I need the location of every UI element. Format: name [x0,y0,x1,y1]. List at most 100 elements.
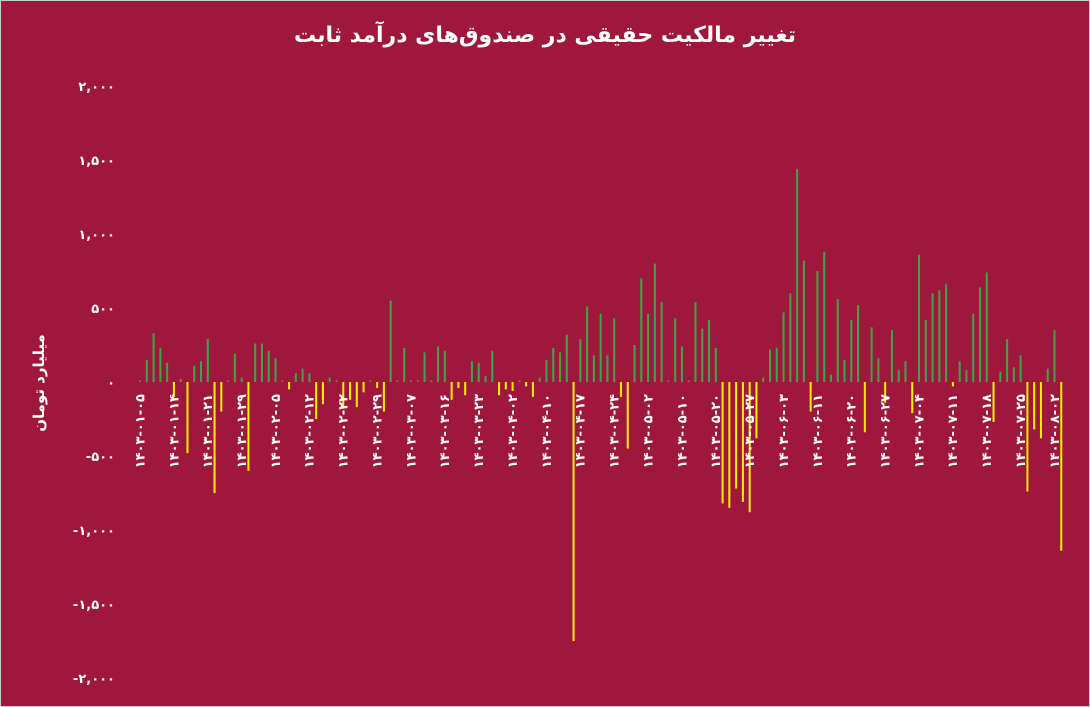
x-tick-label: ۱۴۰۳-۰۵-۲۰ [709,394,724,468]
bar [890,330,893,382]
bar [545,359,548,382]
bar [809,382,812,412]
y-tick-label: -۵۰۰ [86,450,115,465]
bar [687,380,690,382]
bar [199,361,203,382]
bar [1019,355,1022,382]
bar [423,352,426,382]
x-tick-label: ۱۴۰۳-۰۴-۱۰ [540,394,555,468]
bar [951,382,954,387]
bar [592,355,595,382]
bar [172,382,175,397]
bar [972,313,975,382]
bar [992,382,995,422]
bar [789,293,792,382]
x-tick-label: ۱۴۰۳-۰۱-۰۵ [133,394,148,468]
bar [538,377,541,382]
bar [1039,382,1042,439]
x-tick-label: ۱۴۰۳-۰۴-۱۷ [574,394,589,468]
bar [586,306,589,382]
bar [843,359,846,382]
bar [362,382,365,393]
x-tick-label: ۱۴۰۳-۰۴-۲۴ [608,394,623,468]
bar [403,347,406,382]
bar [667,380,670,382]
bar [985,272,988,382]
bar [145,359,148,382]
bar [1026,382,1029,492]
bar [931,293,934,382]
y-axis-label: میلیارد تومان [30,334,48,432]
bar [680,346,683,382]
y-tick-label: ۵۰۰ [91,302,115,317]
x-tick-label: ۱۴۰۳-۰۷-۱۱ [946,394,961,468]
bar [870,327,873,382]
x-tick-label: ۱۴۰۳-۰۲-۱۲ [303,394,318,468]
bar [152,333,155,382]
bar [572,382,575,641]
bar [721,382,724,504]
y-tick-label: -۱,۵۰۰ [73,598,115,613]
bar [430,380,433,382]
bar [281,380,284,382]
bar [450,382,453,400]
bar [565,334,568,382]
bar [511,382,514,391]
bar [877,358,880,382]
x-tick-label: ۱۴۰۳-۰۲-۲۲ [337,394,352,468]
bar [714,347,717,382]
bar [782,312,785,382]
bar [579,339,582,382]
bar [396,380,399,382]
bar [233,353,236,382]
bar [728,382,731,508]
x-tick-label: ۱۴۰۳-۰۳-۰۷ [404,394,419,468]
bar [457,382,460,388]
bar [674,318,677,382]
bar [159,347,162,382]
bar [213,382,216,493]
x-tick-label: ۱۴۰۳-۰۵-۰۲ [641,394,656,468]
x-tick-label: ۱۴۰۳-۰۵-۱۰ [675,394,690,468]
bar [274,358,277,382]
bar [762,377,765,382]
y-tick-label: ۰ [107,376,115,391]
bar [823,251,826,382]
bar [938,290,941,382]
bar [416,380,419,382]
bar [613,318,616,382]
bar [186,382,189,454]
bar [498,382,501,396]
bar [240,377,243,382]
bar [647,313,650,382]
bar [619,382,622,397]
bar [829,374,832,382]
bar [653,263,656,382]
bar [355,382,358,408]
bar [978,287,982,382]
bar [816,271,819,382]
bar [1006,339,1009,382]
bar [193,365,196,382]
bar [349,382,352,400]
x-tick-label: ۱۴۰۳-۰۶-۲۰ [845,394,860,468]
bar [626,382,629,449]
bar [254,343,257,382]
bar [220,382,223,412]
bar [857,305,860,382]
bar [1046,368,1049,382]
bar [897,370,900,382]
bar [741,382,744,502]
bar [1060,382,1063,551]
bar [1012,367,1015,382]
bar [850,319,853,382]
x-tick-label: ۱۴۰۳-۰۱-۲۹ [235,394,250,468]
bar [552,347,555,382]
bar [227,380,230,382]
bar [606,355,609,382]
bar [768,349,772,382]
x-tick-label: ۱۴۰۳-۰۵-۲۷ [743,394,758,468]
